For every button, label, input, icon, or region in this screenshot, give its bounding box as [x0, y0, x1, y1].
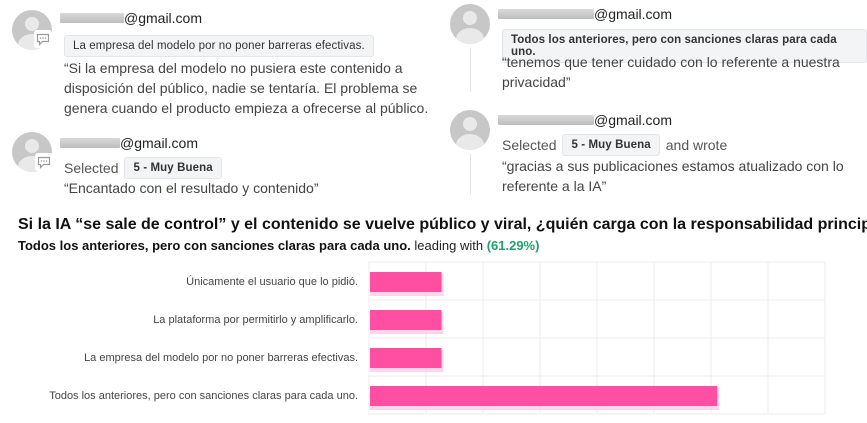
bar[interactable]: [370, 272, 442, 292]
user-avatar-icon: [450, 110, 490, 150]
poll-question: Si la IA “se sale de control” y el conte…: [18, 216, 867, 233]
thread-line: [470, 154, 471, 194]
leading-percentage: (61.29%): [486, 238, 540, 253]
selected-row: Selected 5 - Muy Buena: [64, 157, 222, 179]
bar[interactable]: [370, 310, 442, 330]
redacted-name: [60, 13, 124, 23]
user-email: @gmail.com: [498, 112, 672, 128]
selected-row: Selected 5 - Muy Buena and wrote: [502, 134, 727, 156]
redacted-name: [498, 9, 594, 19]
comment-bubble-icon: [35, 153, 53, 171]
bar[interactable]: [370, 386, 718, 406]
bar-shadow: [370, 274, 444, 296]
category-label: La plataforma por permitirlo y amplifica…: [153, 314, 358, 326]
category-label: Únicamente el usuario que lo pidió.: [186, 276, 358, 288]
comment-bubble-icon: [34, 30, 52, 48]
category-label: La empresa del modelo por no poner barre…: [84, 352, 358, 364]
thread-line: [470, 48, 471, 92]
bar-shadow: [370, 312, 444, 334]
comment-body: “Si la empresa del modelo no pusiera est…: [64, 60, 429, 116]
bar-shadow: [370, 350, 444, 372]
comment-body: “tenemos que tener cuidado con lo refere…: [502, 54, 840, 90]
user-avatar-icon: [450, 4, 490, 44]
selected-option-tag: La empresa del modelo por no poner barre…: [64, 35, 374, 57]
user-email: @gmail.com: [60, 135, 198, 151]
leading-option: Todos los anteriores, pero con sanciones…: [18, 238, 411, 253]
plot-frame: [368, 261, 826, 415]
bar-shadow: [370, 388, 720, 410]
comment-body: “Encantado con el resultado y contenido”: [64, 180, 319, 196]
redacted-name: [60, 138, 120, 148]
category-label: Todos los anteriores, pero con sanciones…: [49, 390, 358, 402]
user-email: @gmail.com: [498, 6, 672, 22]
redacted-name: [498, 115, 594, 125]
bar[interactable]: [370, 348, 442, 368]
selected-option-tag: Todos los anteriores, pero con sanciones…: [502, 29, 867, 63]
poll-leading-summary: Todos los anteriores, pero con sanciones…: [18, 238, 539, 253]
user-email: @gmail.com: [60, 10, 202, 26]
leading-label: leading with: [414, 238, 484, 253]
selected-option-tag: 5 - Muy Buena: [562, 134, 660, 156]
comment-body: “gracias a sus publicaciones estamos atu…: [502, 158, 844, 194]
selected-option-tag: 5 - Muy Buena: [124, 157, 222, 179]
